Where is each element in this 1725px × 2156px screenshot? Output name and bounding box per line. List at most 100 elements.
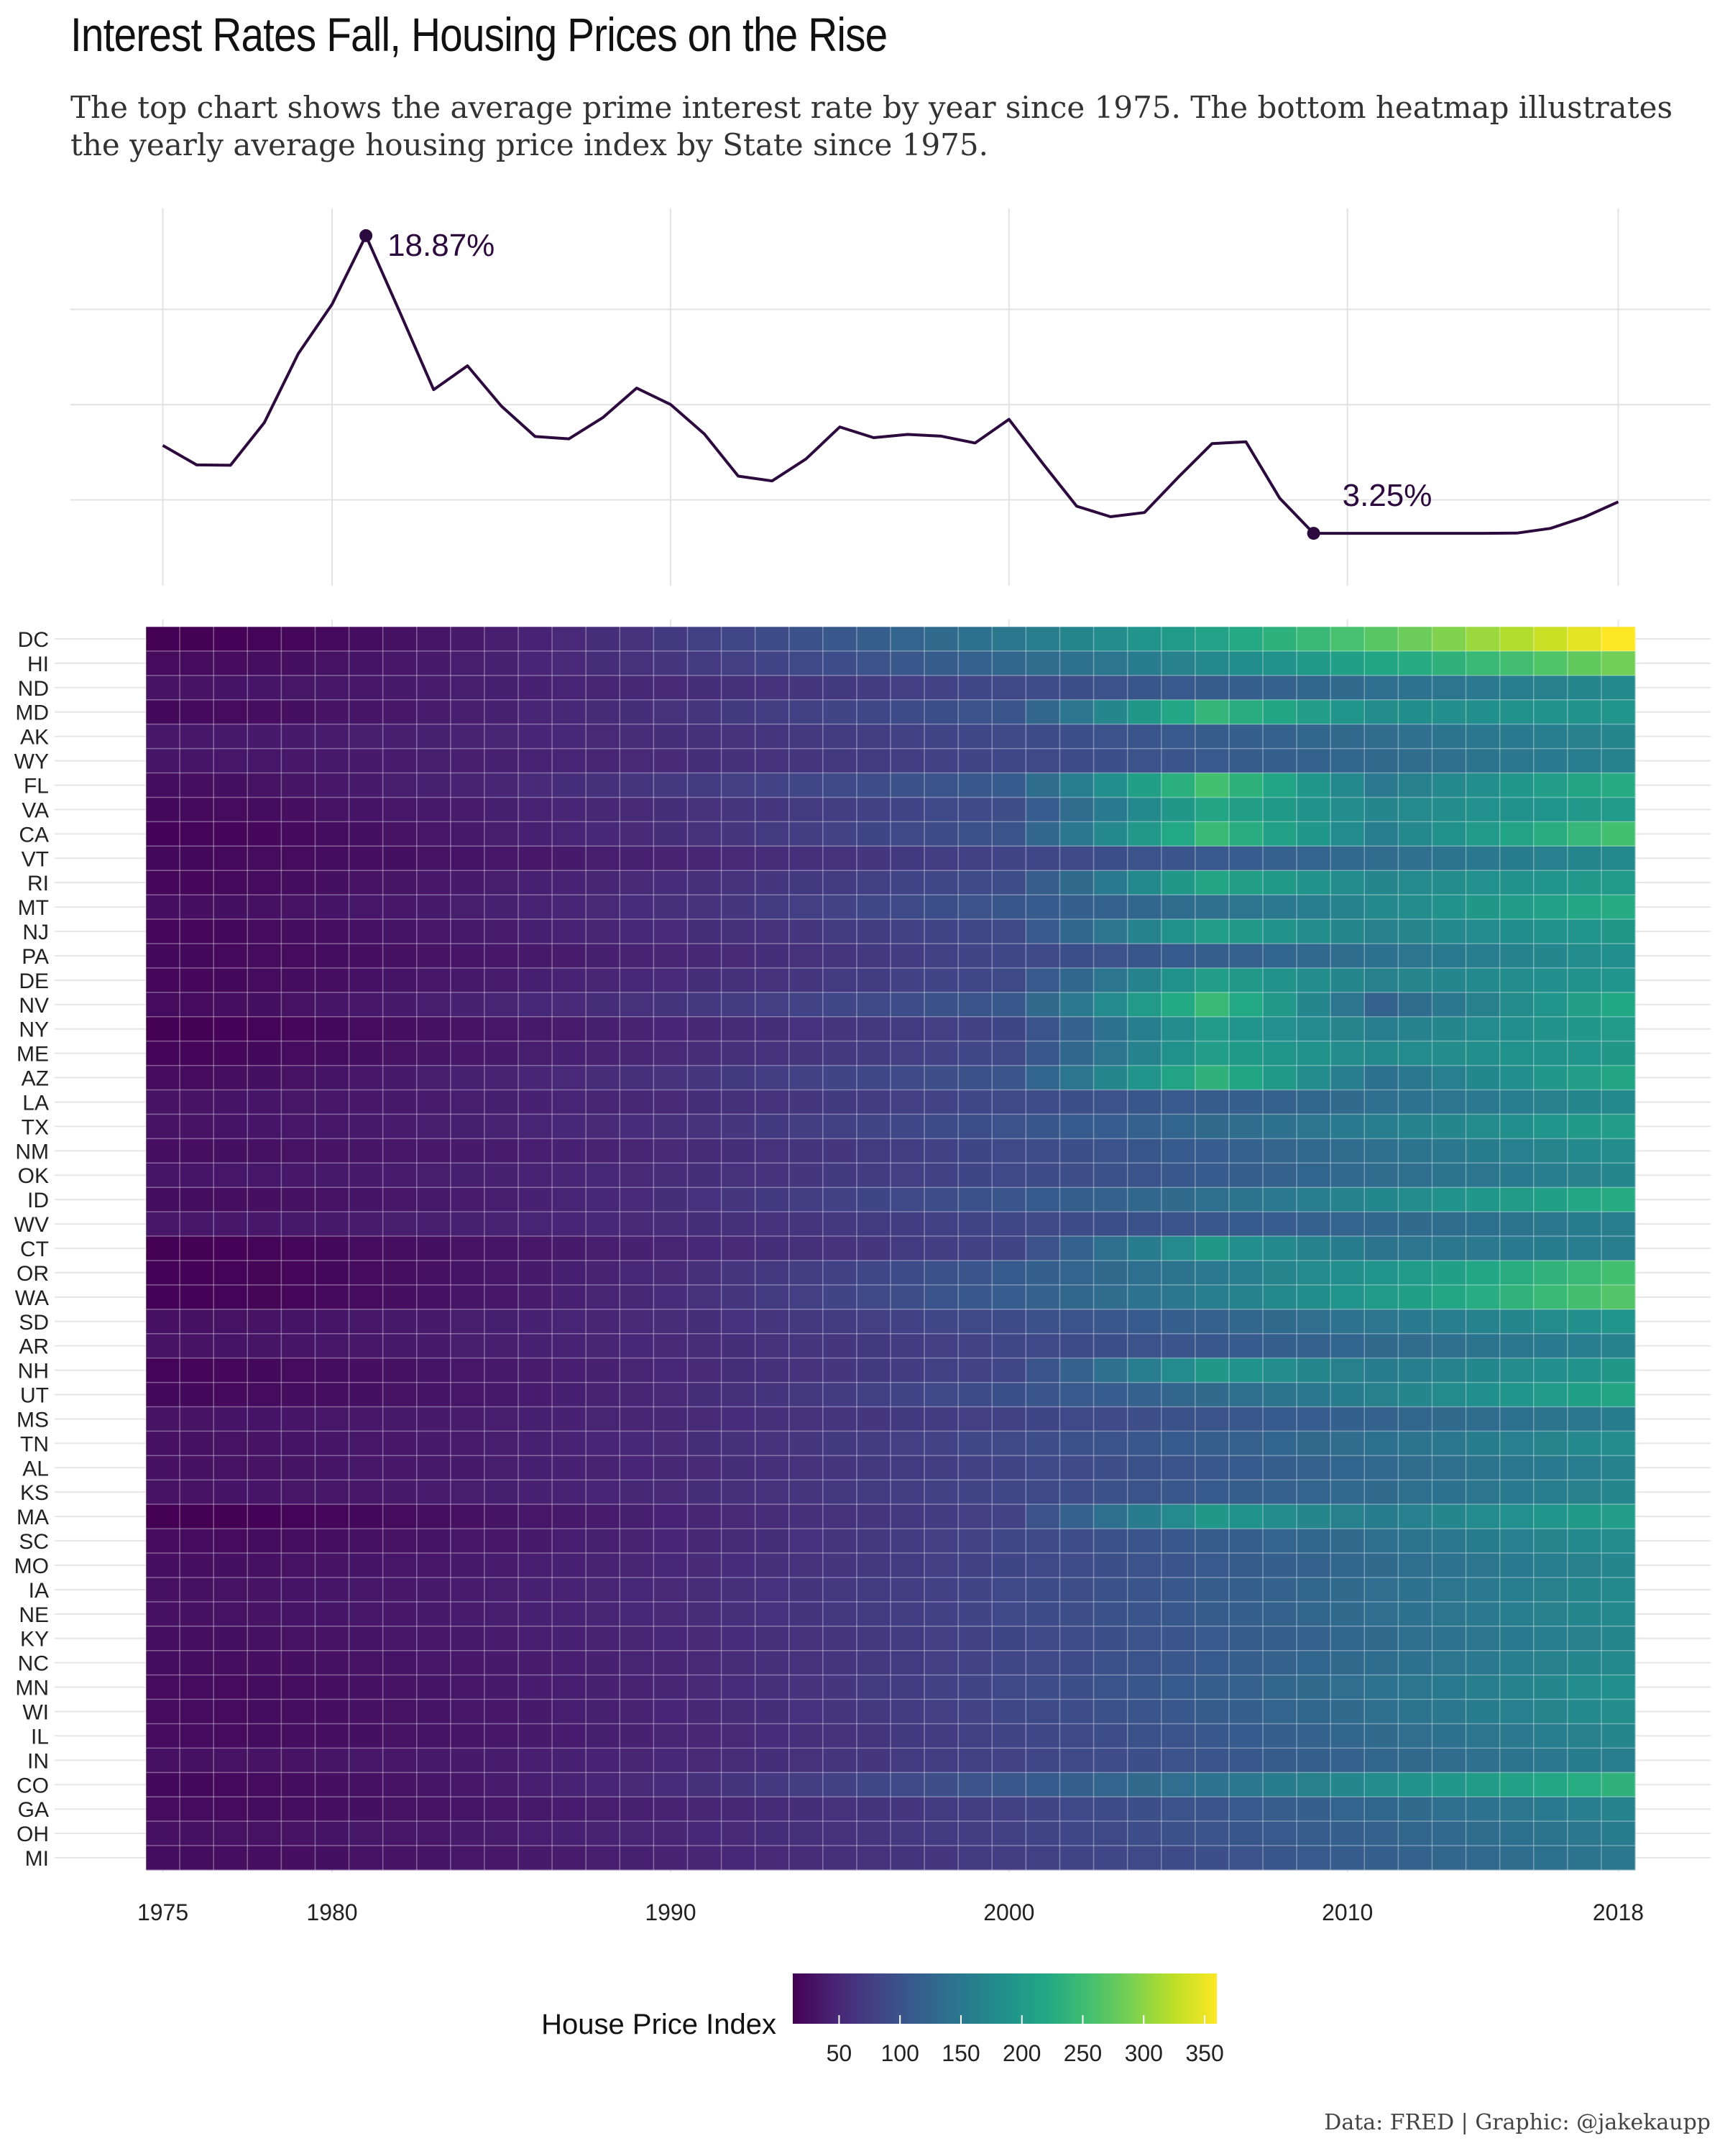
heatmap-cell: [1228, 1529, 1264, 1554]
heatmap-cell: [315, 1480, 350, 1505]
heatmap-cell: [1263, 1138, 1297, 1164]
heatmap-cell: [1263, 1065, 1297, 1091]
heatmap-cell: [1466, 1455, 1501, 1480]
heatmap-cell: [1364, 699, 1399, 725]
heatmap-cell: [180, 797, 214, 822]
heatmap-cell: [822, 967, 857, 993]
heatmap-cell: [788, 627, 824, 652]
heatmap-cell: [755, 846, 790, 871]
heatmap-cell: [1567, 821, 1602, 847]
heatmap-cell: [1195, 943, 1230, 969]
heatmap-cell: [1026, 1748, 1060, 1773]
heatmap-cell: [349, 1016, 384, 1042]
heatmap-cell: [1127, 895, 1162, 920]
heatmap-cell: [620, 1309, 654, 1335]
heatmap-cell: [349, 1772, 384, 1797]
heatmap-cell: [586, 1138, 620, 1164]
heatmap-cell: [856, 1723, 891, 1749]
heatmap-cell: [687, 1504, 722, 1529]
heatmap-cell: [924, 1504, 959, 1529]
heatmap-cell: [924, 797, 959, 822]
heatmap-cell: [891, 1748, 925, 1773]
heatmap-cell: [1228, 724, 1264, 750]
heatmap-cell: [315, 1577, 350, 1603]
heatmap-cell: [281, 1236, 316, 1261]
heatmap-cell: [213, 1065, 248, 1091]
heatmap-cell: [958, 1650, 993, 1676]
heatmap-cell: [958, 1236, 993, 1261]
heatmap-cell: [1364, 1041, 1399, 1067]
heatmap-cell: [856, 1674, 891, 1700]
heatmap-cell: [213, 1382, 248, 1407]
heatmap-cell: [1364, 1187, 1399, 1212]
heatmap-cell: [1601, 870, 1636, 895]
heatmap-cell: [416, 870, 451, 895]
heatmap-cell: [924, 1187, 959, 1212]
heatmap-cell: [180, 821, 214, 847]
heatmap-cell: [247, 1358, 282, 1383]
heatmap-cell: [518, 1772, 553, 1797]
heatmap-cell: [552, 1577, 586, 1603]
heatmap-cell: [586, 1187, 620, 1212]
heatmap-cell: [382, 1723, 418, 1749]
heatmap-cell: [552, 1358, 586, 1383]
heatmap-cell: [856, 1114, 891, 1139]
heatmap-cell: [1364, 1065, 1399, 1091]
heatmap-cell: [1533, 1504, 1568, 1529]
heatmap-cell: [382, 675, 418, 701]
heatmap-cell: [349, 1748, 384, 1773]
heatmap-cell: [382, 919, 418, 944]
heatmap-cell: [856, 1358, 891, 1383]
heatmap-cell: [1601, 1846, 1636, 1871]
heatmap-cell: [1026, 1431, 1060, 1456]
heatmap-cell: [1026, 1065, 1060, 1091]
heatmap-cell: [653, 943, 688, 969]
heatmap-cell: [1364, 1260, 1399, 1286]
heatmap-cell: [1161, 943, 1196, 969]
heatmap-cell: [1567, 650, 1602, 676]
heatmap-cell: [687, 1723, 722, 1749]
heatmap-cell: [1161, 1821, 1196, 1846]
state-label: VT: [22, 847, 49, 871]
heatmap-cell: [1330, 846, 1365, 871]
heatmap-cell: [721, 1699, 756, 1724]
heatmap-cell: [856, 1748, 891, 1773]
heatmap-cell: [1533, 1358, 1568, 1383]
heatmap-cell: [349, 1480, 384, 1505]
heatmap-cell: [1059, 1187, 1095, 1212]
heatmap-cell: [1466, 650, 1501, 676]
heatmap-cell: [450, 846, 485, 871]
heatmap-cell: [1228, 773, 1264, 798]
line-chart-series: [162, 234, 1619, 535]
heatmap-cell: [281, 846, 316, 871]
heatmap-cell: [146, 846, 180, 871]
heatmap-cell: [1161, 699, 1196, 725]
heatmap-cell: [687, 1846, 722, 1871]
heatmap-cell: [1364, 1674, 1399, 1700]
heatmap-cell: [518, 699, 553, 725]
heatmap-cell: [620, 821, 654, 847]
heatmap-cell: [586, 821, 620, 847]
heatmap-cell: [180, 1382, 214, 1407]
heatmap-cell: [1026, 943, 1060, 969]
heatmap-cell: [1398, 846, 1432, 871]
heatmap-cell: [1161, 1358, 1196, 1383]
heatmap-cell: [315, 699, 350, 725]
state-label: WI: [22, 1701, 49, 1725]
heatmap-cell: [349, 870, 384, 895]
heatmap-cell: [586, 1114, 620, 1139]
heatmap-cell: [1466, 1236, 1501, 1261]
heatmap-cell: [1026, 1626, 1060, 1651]
heatmap-cell: [924, 1260, 959, 1286]
heatmap-cell: [1127, 1406, 1162, 1432]
heatmap-cell: [687, 1309, 722, 1335]
heatmap-cell: [382, 967, 418, 993]
heatmap-cell: [958, 1114, 993, 1139]
heatmap-cell: [1601, 943, 1636, 969]
heatmap-cell: [1263, 675, 1297, 701]
heatmap-cell: [450, 1553, 485, 1578]
heatmap-cell: [1398, 724, 1432, 750]
heatmap-cell: [687, 1236, 722, 1261]
heatmap-cell: [856, 1846, 891, 1871]
heatmap-cell: [213, 1601, 248, 1627]
